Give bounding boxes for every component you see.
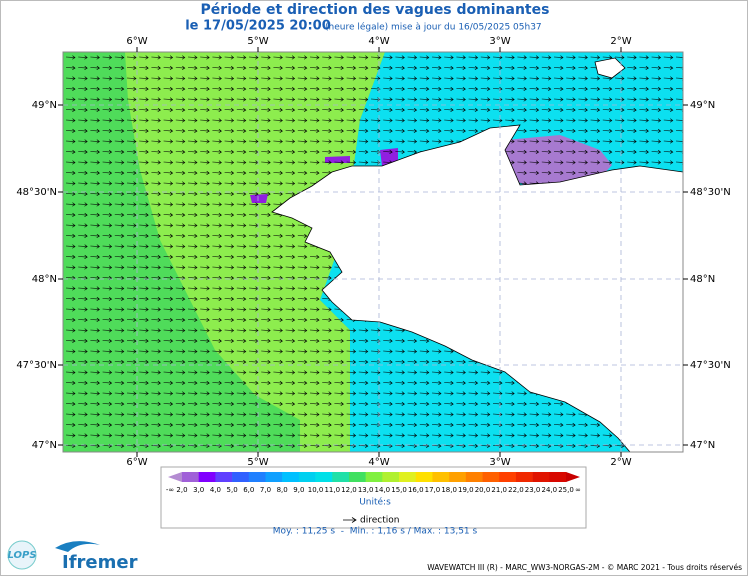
colorbar-label: 8,0 xyxy=(277,486,288,494)
sea-zone xyxy=(505,135,612,188)
colorbar-end xyxy=(566,472,580,482)
colorbar-label: 5,0 xyxy=(227,486,238,494)
colorbar-cell xyxy=(549,472,567,482)
lops-logo xyxy=(7,540,37,570)
colorbar: -∞ 2,0 3,0 4,0 5,0 6,0 7,0 8,0 9,0 10,0 11,0 12,0 13… xyxy=(166,472,581,494)
lon-label: 3°W xyxy=(489,36,510,47)
colorbar-cell xyxy=(449,472,467,482)
colorbar-label: 11,0 xyxy=(324,486,340,494)
unit: Unité:s xyxy=(359,497,391,508)
lon-label: 2°W xyxy=(610,36,631,47)
colorbar-end xyxy=(168,472,182,482)
lon-label: 6°W xyxy=(126,457,147,468)
colorbar-label: 14,0 xyxy=(375,486,391,494)
ifremer-logo xyxy=(55,541,100,552)
colorbar-cell xyxy=(182,472,199,482)
map-border xyxy=(62,51,684,453)
colorbar-label: 20,0 xyxy=(475,486,491,494)
colorbar-label: 25,0 xyxy=(558,486,574,494)
lon-label: 2°W xyxy=(610,457,631,468)
direction-label: direction xyxy=(360,516,399,526)
sea-zone xyxy=(125,52,385,452)
colorbar-cell xyxy=(499,472,517,482)
colorbar-cell xyxy=(232,472,250,482)
colorbar-cell xyxy=(365,472,383,482)
lat-label: 49°N xyxy=(32,100,57,111)
colorbar-cell xyxy=(415,472,433,482)
colorbar-cell xyxy=(315,472,333,482)
colorbar-cell xyxy=(532,472,550,482)
lon-label: 5°W xyxy=(247,36,268,47)
colorbar-label: -∞ xyxy=(166,486,174,494)
colorbar-label: 4,0 xyxy=(210,486,221,494)
ifremer-text: Ifremer xyxy=(62,552,138,573)
land xyxy=(271,57,683,452)
colorbar-label: 6,0 xyxy=(243,486,254,494)
lat-label: 47°N xyxy=(690,440,715,451)
sea-zone xyxy=(250,148,398,203)
colorbar-label: ∞ xyxy=(575,486,581,494)
update-note: (heure légale) mise à jour du 16/05/2025… xyxy=(325,22,542,33)
colorbar-cell xyxy=(382,472,400,482)
title: Période et direction des vagues dominant… xyxy=(201,2,550,18)
colorbar-label: 2,0 xyxy=(176,486,187,494)
colorbar-label: 18,0 xyxy=(441,486,457,494)
colorbar-cell xyxy=(432,472,450,482)
lon-label: 3°W xyxy=(489,457,510,468)
colorbar-cell xyxy=(298,472,316,482)
colorbar-cell xyxy=(399,472,417,482)
date: le 17/05/2025 20:00 xyxy=(185,19,331,34)
colorbar-label: 16,0 xyxy=(408,486,424,494)
colorbar-label: 17,0 xyxy=(425,486,441,494)
graticule xyxy=(63,52,683,452)
lon-label: 4°W xyxy=(368,36,389,47)
direction-arrow xyxy=(343,517,357,523)
colorbar-label: 13,0 xyxy=(358,486,374,494)
colorbar-cell xyxy=(465,472,483,482)
colorbar-label: 10,0 xyxy=(308,486,324,494)
lon-label: 4°W xyxy=(368,457,389,468)
colorbar-cell xyxy=(198,472,216,482)
lat-label: 49°N xyxy=(690,100,715,111)
colorbar-label: 23,0 xyxy=(525,486,541,494)
footer: WAVEWATCH III (R) - MARC_WW3-NORGAS-2M -… xyxy=(427,563,742,572)
colorbar-label: 3,0 xyxy=(193,486,204,494)
lat-label: 48°N xyxy=(32,274,57,285)
colorbar-label: 7,0 xyxy=(260,486,271,494)
colorbar-cell xyxy=(265,472,283,482)
lat-label: 47°30'N xyxy=(16,360,57,371)
colorbar-cell xyxy=(282,472,300,482)
colorbar-label: 12,0 xyxy=(341,486,357,494)
colorbar-label: 22,0 xyxy=(508,486,524,494)
colorbar-cell xyxy=(215,472,233,482)
colorbar-cell xyxy=(332,472,350,482)
colorbar-label: 9,0 xyxy=(293,486,304,494)
colorbar-label: 24,0 xyxy=(542,486,558,494)
colorbar-cell xyxy=(482,472,500,482)
colorbar-cell xyxy=(515,472,533,482)
lat-label: 48°30'N xyxy=(690,187,731,198)
lat-label: 48°N xyxy=(690,274,715,285)
lat-label: 47°30'N xyxy=(690,360,731,371)
lops-text: LOPS xyxy=(7,550,36,561)
lon-label: 5°W xyxy=(247,457,268,468)
colorbar-cell xyxy=(348,472,366,482)
colorbar-cell xyxy=(248,472,266,482)
lat-label: 48°30'N xyxy=(16,187,57,198)
colorbar-label: 19,0 xyxy=(458,486,474,494)
lat-label: 47°N xyxy=(32,440,57,451)
stats: Moy. : 11,25 s - Min. : 1,16 s / Max. : … xyxy=(273,527,478,537)
colorbar-label: 21,0 xyxy=(491,486,507,494)
colorbar-label: 15,0 xyxy=(391,486,407,494)
axis-labels: 6°W 6°W 5°W 5°W 4°W 4°W 3°W 3°W 2°W 2°W 49°N 49°N 48… xyxy=(16,36,730,468)
map xyxy=(63,52,683,452)
lon-label: 6°W xyxy=(126,36,147,47)
